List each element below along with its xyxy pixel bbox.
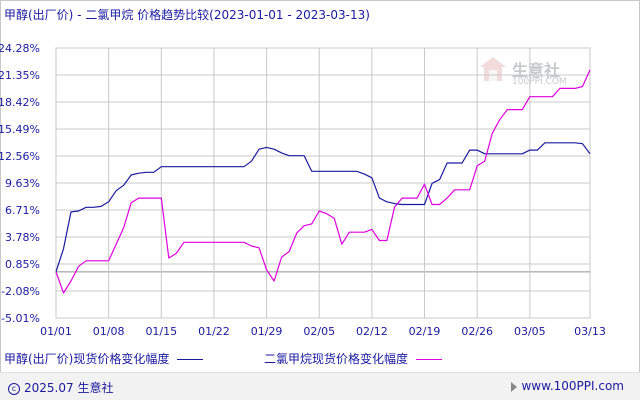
legend-label-series1: 甲醇(出厂价)现货价格变化幅度 xyxy=(4,352,170,366)
y-tick-label: 21.35% xyxy=(0,69,40,82)
y-tick-label: -5.01% xyxy=(1,312,40,325)
line-chart: 24.28% 21.35% 18.42% 15.49% 12.56% 9.63% 6.71%… xyxy=(0,42,606,338)
legend-swatch-series1 xyxy=(177,359,204,360)
y-tick-label: 18.42% xyxy=(0,96,40,109)
x-tick-label: 02/12 xyxy=(356,325,388,338)
x-tick-label: 02/19 xyxy=(409,325,441,338)
y-tick-label: 3.78% xyxy=(5,231,40,244)
x-tick-label: 01/01 xyxy=(40,325,72,338)
y-tick-label: 15.49% xyxy=(0,123,40,136)
legend-swatch-series2 xyxy=(416,359,443,360)
footer-bar: c 2025.07 生意社 www.100PPI.com xyxy=(0,372,640,400)
arrow-right-icon xyxy=(511,381,518,392)
y-tick-label: 6.71% xyxy=(5,204,40,217)
footer-link[interactable]: www.100PPI.com xyxy=(511,379,624,393)
legend-item-series2: 二氯甲烷现货价格变化幅度 xyxy=(264,350,443,367)
footer-url[interactable]: www.100PPI.com xyxy=(521,379,624,393)
y-tick-label: 12.56% xyxy=(0,150,40,163)
x-tick-label: 01/29 xyxy=(251,325,283,338)
chart-title: 甲醇(出厂价) - 二氯甲烷 价格趋势比较(2023-01-01 - 2023-… xyxy=(4,8,370,22)
x-tick-label: 03/05 xyxy=(514,325,546,338)
x-tick-label: 01/08 xyxy=(93,325,125,338)
x-tick-label: 02/05 xyxy=(303,325,335,338)
x-tick-label: 03/13 xyxy=(574,325,606,338)
y-tick-label: -2.08% xyxy=(1,285,40,298)
footer-copyright: c 2025.07 生意社 xyxy=(8,379,113,396)
legend-label-series2: 二氯甲烷现货价格变化幅度 xyxy=(264,352,409,366)
footer-copyright-text: 2025.07 生意社 xyxy=(24,381,114,395)
x-tick-label: 01/15 xyxy=(145,325,177,338)
y-tick-label: 0.85% xyxy=(5,258,40,271)
x-tick-label: 02/26 xyxy=(461,325,493,338)
copyright-icon: c xyxy=(8,382,20,395)
y-tick-label: 24.28% xyxy=(0,42,40,55)
y-tick-label: 9.63% xyxy=(5,177,40,190)
legend-item-series1: 甲醇(出厂价)现货价格变化幅度 xyxy=(4,350,204,367)
series-line-1 xyxy=(55,142,591,272)
x-tick-label: 01/22 xyxy=(198,325,230,338)
series-line-2 xyxy=(55,69,591,294)
watermark-site: 100PPI.COM xyxy=(512,77,567,87)
